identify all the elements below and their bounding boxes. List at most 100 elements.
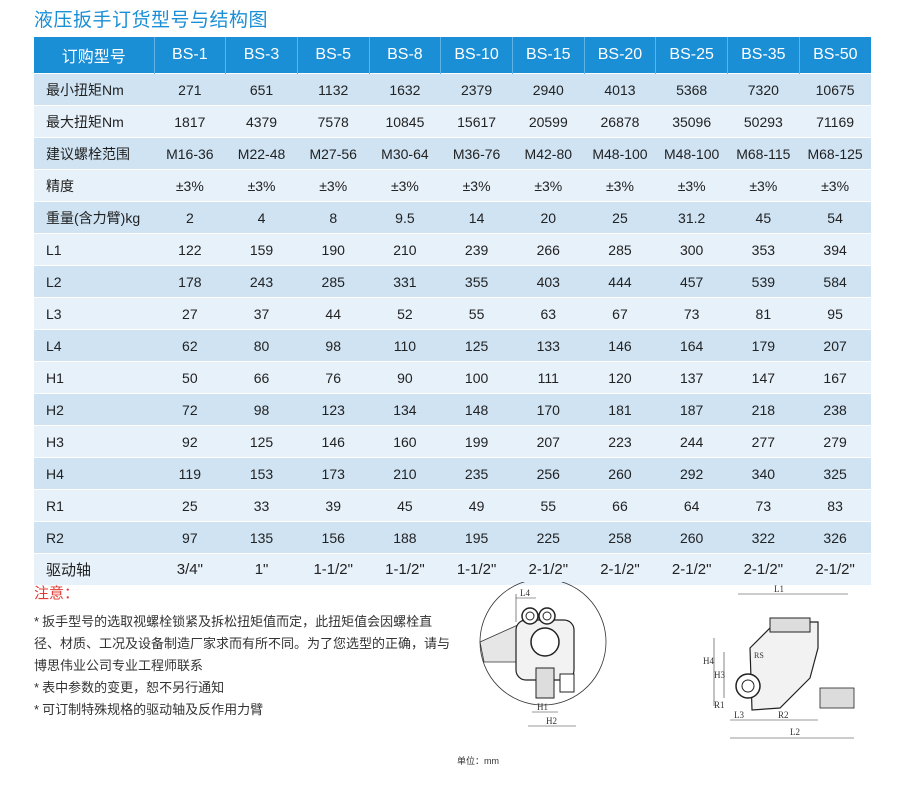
- header-model: BS-50: [799, 37, 871, 74]
- table-cell: 50293: [727, 105, 800, 138]
- table-cell: 54: [799, 201, 871, 234]
- table-cell: 133: [512, 329, 585, 362]
- table-cell: 277: [727, 425, 800, 458]
- table-row: H4 119 153 173 210 235 256 260 292 340 325: [34, 457, 871, 490]
- table-cell: 260: [584, 457, 656, 490]
- row-label: H4: [34, 457, 154, 490]
- table-cell: 457: [655, 265, 728, 298]
- table-cell: 199: [440, 425, 513, 458]
- table-cell: 10845: [369, 105, 441, 138]
- row-label: L2: [34, 265, 154, 298]
- table-cell: 45: [727, 201, 800, 234]
- table-cell: 135: [225, 521, 298, 554]
- table-cell: 111: [512, 361, 585, 394]
- table-cell: 181: [584, 393, 656, 426]
- table-cell: 44: [297, 297, 370, 330]
- row-label: 最大扭矩Nm: [34, 105, 154, 138]
- table-cell: 279: [799, 425, 871, 458]
- row-label: 精度: [34, 169, 154, 202]
- table-row: L1 122 159 190 210 239 266 285 300 353 394: [34, 233, 871, 266]
- table-cell: ±3%: [297, 169, 370, 202]
- table-cell: 3/4": [154, 553, 226, 585]
- table-cell: 80: [225, 329, 298, 362]
- table-cell: ±3%: [584, 169, 656, 202]
- table-cell: 37: [225, 297, 298, 330]
- table-cell: 218: [727, 393, 800, 426]
- table-cell: 207: [799, 329, 871, 362]
- table-cell: 31.2: [655, 201, 728, 234]
- table-cell: 539: [727, 265, 800, 298]
- header-model: BS-8: [369, 37, 442, 74]
- table-cell: 239: [440, 233, 513, 266]
- table-cell: 1": [225, 553, 298, 585]
- table-cell: 66: [225, 361, 298, 394]
- table-cell: 325: [799, 457, 871, 490]
- table-row: H1 50 66 76 90 100 111 120 137 147 167: [34, 361, 871, 394]
- table-cell: 71169: [799, 105, 871, 138]
- table-cell: 2-1/2": [584, 553, 656, 585]
- table-cell: 153: [225, 457, 298, 490]
- header-model: BS-10: [440, 37, 513, 74]
- table-cell: 137: [655, 361, 728, 394]
- table-row: 最大扭矩Nm 1817 4379 7578 10845 15617 20599 26878 35…: [34, 105, 871, 138]
- table-cell: 76: [297, 361, 370, 394]
- table-cell: 584: [799, 265, 871, 298]
- table-cell: 15617: [440, 105, 513, 138]
- table-cell: 73: [655, 297, 728, 330]
- table-cell: M42-80: [512, 137, 585, 170]
- table-cell: 148: [440, 393, 513, 426]
- note-text: 扳手型号的选取视螺栓锁紧及拆松扭矩值而定，此扭矩值会因螺栓直径、材质、工况及设备…: [34, 614, 451, 673]
- table-row: 驱动轴 3/4" 1" 1-1/2" 1-1/2" 1-1/2" 2-1/2" 2-1/2" 2…: [34, 553, 871, 585]
- table-cell: 33: [225, 489, 298, 522]
- note-text: 表中参数的变更，恕不另行通知: [42, 680, 225, 695]
- label-l1: L1: [774, 584, 784, 594]
- table-cell: 62: [154, 329, 226, 362]
- table-cell: 125: [225, 425, 298, 458]
- table-cell: 55: [512, 489, 585, 522]
- header-model: BS-3: [225, 37, 298, 74]
- table-cell: 67: [584, 297, 656, 330]
- table-cell: 326: [799, 521, 871, 554]
- label-r2: R2: [778, 710, 789, 720]
- table-cell: 95: [799, 297, 871, 330]
- wrench-side-diagram: L1 RS H4 H3 R1 L3 R2 L2: [703, 584, 855, 739]
- table-cell: 223: [584, 425, 656, 458]
- table-cell: 146: [584, 329, 656, 362]
- table-cell: ±3%: [727, 169, 800, 202]
- label-h3: H3: [714, 670, 725, 680]
- row-label: R1: [34, 489, 154, 522]
- table-cell: 159: [225, 233, 298, 266]
- table-row: 建议螺栓范围 M16-36 M22-48 M27-56 M30-64 M36-76 M42-…: [34, 137, 871, 170]
- table-cell: 256: [512, 457, 585, 490]
- header-model: BS-20: [584, 37, 657, 74]
- table-cell: 98: [297, 329, 370, 362]
- table-cell: 156: [297, 521, 370, 554]
- note-bullet: *: [34, 614, 40, 629]
- table-cell: 50: [154, 361, 226, 394]
- table-cell: 1-1/2": [297, 553, 370, 585]
- table-cell: 355: [440, 265, 513, 298]
- table-cell: 134: [369, 393, 441, 426]
- table-cell: ±3%: [440, 169, 513, 202]
- table-row: H2 72 98 123 134 148 170 181 187 218 238: [34, 393, 871, 426]
- note-item: * 表中参数的变更，恕不另行通知: [34, 677, 454, 699]
- note-bullet: *: [34, 680, 40, 695]
- table-cell: ±3%: [154, 169, 226, 202]
- label-rs: RS: [754, 651, 764, 660]
- table-cell: 167: [799, 361, 871, 394]
- table-row: 最小扭矩Nm 271 651 1132 1632 2379 2940 4013 5368 7320…: [34, 73, 871, 106]
- table-cell: 225: [512, 521, 585, 554]
- table-cell: 353: [727, 233, 800, 266]
- table-cell: 285: [584, 233, 656, 266]
- table-cell: 188: [369, 521, 441, 554]
- table-cell: 2-1/2": [655, 553, 728, 585]
- label-r1: R1: [714, 700, 725, 710]
- note-bullet: *: [34, 702, 40, 717]
- label-h1: H1: [537, 702, 548, 712]
- spec-table: 订购型号 BS-1 BS-3 BS-5 BS-8 BS-10 BS-15 BS-20 BS-25…: [34, 37, 871, 585]
- table-cell: 1132: [297, 73, 370, 106]
- table-row: 精度 ±3% ±3% ±3% ±3% ±3% ±3% ±3% ±3% ±3% ±3%: [34, 169, 871, 202]
- table-cell: 5368: [655, 73, 728, 106]
- table-cell: 187: [655, 393, 728, 426]
- table-cell: 9.5: [369, 201, 441, 234]
